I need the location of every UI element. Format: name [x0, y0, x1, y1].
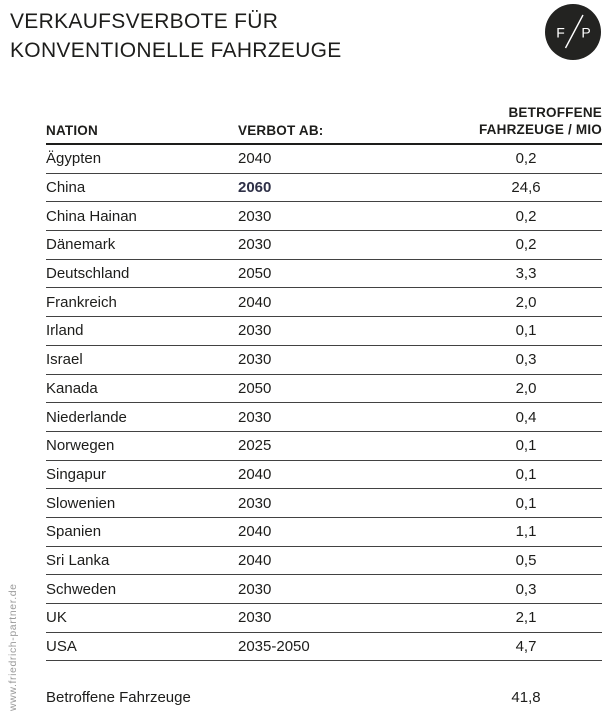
fahrzeuge-cell: 1,1 — [515, 523, 537, 541]
verkaufsverbote-table: NATION VERBOT AB: BETROFFENE FAHRZEUGE /… — [46, 104, 602, 706]
nation-cell: China — [46, 179, 86, 197]
table-row: Singapur 2040 0,1 — [46, 461, 602, 490]
verbot-ab-cell: 2060 — [238, 179, 272, 197]
verbot-ab-cell: 2040 — [238, 150, 272, 168]
fahrzeuge-cell: 3,3 — [515, 265, 537, 283]
table-row: China Hainan 2030 0,2 — [46, 202, 602, 232]
table-row: Spanien 2040 1,1 — [46, 518, 602, 547]
table-row: Schweden 2030 0,3 — [46, 575, 602, 604]
fahrzeuge-cell: 4,7 — [515, 638, 537, 656]
table-body: Ägypten 2040 0,2 China 2060 24,6 China H… — [46, 145, 602, 662]
verbot-ab-cell: 2040 — [238, 523, 272, 541]
verbot-ab-cell: 2030 — [238, 408, 272, 426]
nation-cell: Slowenien — [46, 494, 116, 512]
nation-cell: Irland — [46, 322, 84, 340]
nation-cell: Niederlande — [46, 408, 127, 426]
verbot-ab-cell: 2030 — [238, 609, 272, 627]
verbot-ab-cell: 2050 — [238, 265, 272, 283]
logo-letter-f: F — [556, 25, 565, 41]
verbot-ab-cell: 2025 — [238, 437, 272, 455]
table-row: Irland 2030 0,1 — [46, 317, 602, 346]
fahrzeuge-cell: 0,1 — [515, 494, 537, 512]
footer-label: Betroffene Fahrzeuge — [46, 689, 191, 707]
fahrzeuge-cell: 0,5 — [515, 551, 537, 569]
table-row: Frankreich 2040 2,0 — [46, 288, 602, 318]
table-row: Norwegen 2025 0,1 — [46, 432, 602, 461]
nation-cell: Norwegen — [46, 437, 115, 455]
fahrzeuge-cell: 0,4 — [515, 408, 537, 426]
table-footer: Betroffene Fahrzeuge 41,8 — [46, 689, 602, 706]
fahrzeuge-cell: 0,2 — [515, 150, 537, 168]
fahrzeuge-cell: 0,1 — [515, 322, 537, 340]
table-row: China 2060 24,6 — [46, 174, 602, 203]
verbot-ab-cell: 2050 — [238, 379, 272, 397]
column-header-fahrzeuge-line1: BETROFFENE — [508, 105, 602, 120]
fp-logo: F P — [545, 4, 601, 60]
nation-cell: Singapur — [46, 465, 107, 483]
table-row: Deutschland 2050 3,3 — [46, 260, 602, 289]
column-header-verbot: VERBOT AB: — [238, 123, 324, 138]
nation-cell: China Hainan — [46, 207, 137, 225]
column-header-nation: NATION — [46, 123, 98, 138]
fp-logo-icon: F P — [545, 4, 601, 60]
verbot-ab-cell: 2040 — [238, 465, 272, 483]
table-header: NATION VERBOT AB: BETROFFENE FAHRZEUGE /… — [46, 104, 602, 145]
verbot-ab-cell: 2040 — [238, 551, 272, 569]
table-row: UK 2030 2,1 — [46, 604, 602, 633]
table-row: Slowenien 2030 0,1 — [46, 489, 602, 518]
footer-total-value: 41,8 — [511, 689, 541, 707]
nation-cell: Sri Lanka — [46, 551, 110, 569]
fahrzeuge-cell: 2,0 — [515, 293, 537, 311]
fahrzeuge-cell: 0,2 — [515, 207, 537, 225]
table-row: Niederlande 2030 0,4 — [46, 403, 602, 432]
verbot-ab-cell: 2035-2050 — [238, 638, 310, 656]
nation-cell: Deutschland — [46, 265, 130, 283]
table-row: Sri Lanka 2040 0,5 — [46, 547, 602, 576]
nation-cell: UK — [46, 609, 67, 627]
table-row: Dänemark 2030 0,2 — [46, 231, 602, 260]
table-row: Kanada 2050 2,0 — [46, 375, 602, 404]
nation-cell: USA — [46, 638, 77, 656]
fahrzeuge-cell: 0,3 — [515, 580, 537, 598]
fahrzeuge-cell: 24,6 — [511, 179, 541, 197]
logo-letter-p: P — [581, 25, 590, 41]
page-title-line2: KONVENTIONELLE FAHRZEUGE — [10, 39, 342, 62]
nation-cell: Frankreich — [46, 293, 117, 311]
verbot-ab-cell: 2030 — [238, 351, 272, 369]
verbot-ab-cell: 2040 — [238, 293, 272, 311]
nation-cell: Kanada — [46, 379, 98, 397]
column-header-fahrzeuge-line2: FAHRZEUGE / MIO — [478, 122, 602, 137]
nation-cell: Dänemark — [46, 236, 116, 254]
nation-cell: Schweden — [46, 580, 117, 598]
verbot-ab-cell: 2030 — [238, 236, 272, 254]
verbot-ab-cell: 2030 — [238, 494, 272, 512]
fahrzeuge-cell: 0,1 — [515, 437, 537, 455]
fahrzeuge-cell: 2,1 — [515, 609, 537, 627]
fahrzeuge-cell: 0,1 — [515, 465, 537, 483]
verbot-ab-cell: 2030 — [238, 322, 272, 340]
fahrzeuge-cell: 0,2 — [515, 236, 537, 254]
website-watermark: www.friedrich-partner.de — [7, 583, 19, 711]
table-row: Ägypten 2040 0,2 — [46, 145, 602, 174]
column-header-fahrzeuge: BETROFFENE FAHRZEUGE / MIO — [450, 104, 602, 138]
nation-cell: Spanien — [46, 523, 102, 541]
nation-cell: Israel — [46, 351, 83, 369]
verbot-ab-cell: 2030 — [238, 207, 272, 225]
fahrzeuge-cell: 0,3 — [515, 351, 537, 369]
table-row: USA 2035-2050 4,7 — [46, 633, 602, 662]
fahrzeuge-cell: 2,0 — [515, 379, 537, 397]
verbot-ab-cell: 2030 — [238, 580, 272, 598]
table-row: Israel 2030 0,3 — [46, 346, 602, 375]
page-title-line1: VERKAUFSVERBOTE FÜR — [10, 10, 279, 33]
nation-cell: Ägypten — [46, 150, 102, 168]
page-title: VERKAUFSVERBOTE FÜR KONVENTIONELLE FAHRZ… — [10, 7, 342, 65]
